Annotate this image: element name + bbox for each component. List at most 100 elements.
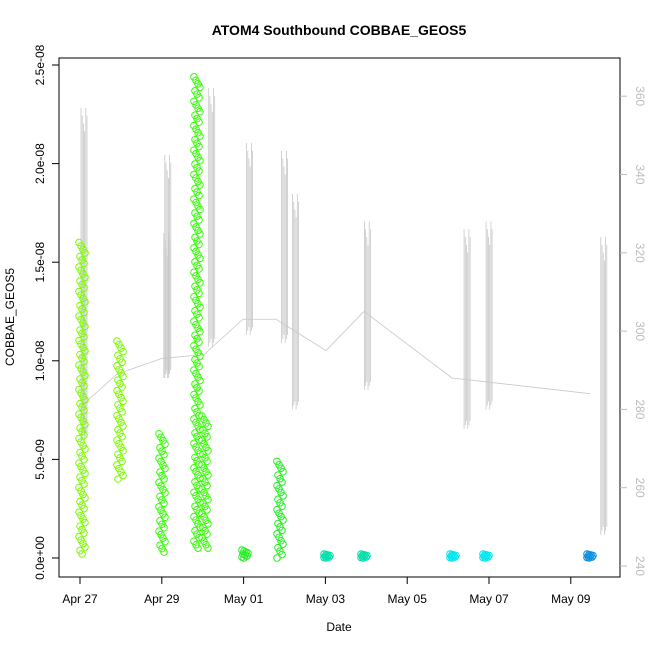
data-point [203,457,211,466]
y-tick-label: 0.0e+00 [33,536,47,580]
data-point [279,540,287,548]
data-point [195,338,203,346]
data-point [195,509,203,518]
right-y-axis: 240 260 280 300 320 340 360 [620,86,647,576]
data-point [278,526,286,535]
data-point [114,475,122,483]
data-point [118,457,126,466]
x-tick-label: May 03 [306,592,346,606]
data-point [481,554,489,562]
data-point [81,396,89,404]
x-axis-label: Date [326,620,352,634]
data-point [80,259,88,268]
data-point [81,347,89,355]
data-point [195,411,203,420]
data-point [195,142,203,151]
x-tick-label: Apr 29 [144,592,180,606]
data-point [203,530,211,539]
data-point [240,554,248,562]
data-point [80,480,88,488]
y-tick-label: 2.0e-08 [33,143,47,184]
data-point [119,397,127,406]
data-point [80,504,88,513]
data-point [160,499,168,508]
data-point [359,554,367,562]
data-point [160,450,168,459]
data-point [80,382,88,390]
data-point [279,516,287,524]
x-tick-label: May 09 [551,592,591,606]
data-point [80,284,88,292]
data-point [585,554,593,562]
data-point [195,387,203,395]
data-point [119,347,127,356]
right-y-tick-label: 340 [633,164,647,184]
altitude-trend-line [81,310,591,406]
data-point [195,118,203,127]
data-point [196,107,204,116]
data-point [196,401,204,409]
data-point [161,489,169,497]
data-point [161,513,169,522]
data-point [195,216,203,224]
data-point [195,313,203,322]
data-point [196,450,204,458]
data-point [119,422,127,430]
data-point [195,191,203,200]
y-axis: 0.0e+00 5.0e-09 1.0e-08 1.5e-08 2.0e-08 2.5e-… [33,44,59,580]
y-tick-label: 2.5e-08 [33,44,47,85]
data-point [81,371,89,380]
data-point [119,471,127,480]
data-point [196,327,204,336]
right-y-tick-label: 240 [633,556,647,576]
data-point [81,249,89,257]
data-point [194,544,202,552]
data-point [119,372,127,381]
data-point [196,254,204,263]
data-point [196,230,204,238]
data-point [195,460,203,469]
data-point [279,492,287,500]
data-point [195,533,203,542]
data-point [196,303,204,312]
data-point [322,554,330,562]
data-point [160,523,168,532]
data-point [203,506,211,514]
data-point [204,520,212,528]
data-point [196,474,204,483]
data-point [278,502,286,511]
data-point [195,436,203,444]
data-point [81,518,89,527]
data-point [196,376,204,385]
data-point [203,481,211,490]
data-point [80,357,88,366]
data-point [203,433,211,441]
data-point [196,498,204,507]
x-tick-label: Apr 27 [62,592,98,606]
data-point [80,333,88,341]
data-point [161,464,169,473]
right-y-tick-label: 260 [633,478,647,498]
data-point [118,358,126,367]
altitude-series [80,88,608,535]
data-point [118,408,126,416]
chart-title: ATOM4 Southbound COBBAE_GEOS5 [212,22,467,38]
data-point [80,406,88,415]
data-point [196,523,204,531]
right-y-tick-label: 280 [633,399,647,419]
data-point [160,475,168,483]
y-axis-label: COBBAE_GEOS5 [3,268,17,366]
data-point [81,494,89,502]
data-point [278,478,286,486]
data-point [195,93,203,102]
data-point [204,544,212,552]
data-point [204,422,212,431]
data-point [196,132,204,140]
data-point [273,554,281,562]
right-y-tick-label: 300 [633,321,647,341]
y-tick-label: 1.5e-08 [33,242,47,283]
x-tick-label: May 07 [469,592,509,606]
data-point [78,550,86,558]
x-axis: Apr 27 Apr 29 May 01 May 03 May 05 May 07 May … [62,576,591,606]
data-point [81,445,89,453]
